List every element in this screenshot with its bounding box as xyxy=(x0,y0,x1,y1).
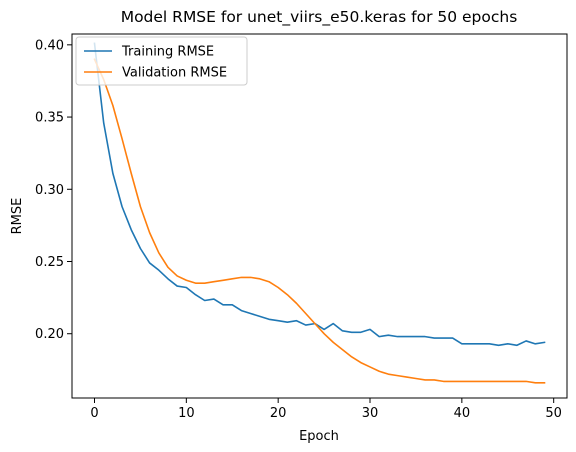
y-tick-label: 0.25 xyxy=(35,255,64,270)
plot-area: 0 10 20 30 40 50 0.20 0.25 0.30 0.35 0.40 xyxy=(35,33,568,421)
y-tick-label: 0.20 xyxy=(35,327,64,342)
x-tick-label: 30 xyxy=(362,406,379,421)
y-tick-label: 0.40 xyxy=(35,38,64,53)
legend-label-training: Training RMSE xyxy=(121,45,214,60)
y-axis-label: RMSE xyxy=(10,198,25,235)
y-axis-label-group: RMSE xyxy=(10,198,25,235)
legend-box xyxy=(75,36,248,86)
x-tick-label: 50 xyxy=(545,406,562,421)
y-tick-label: 0.30 xyxy=(35,183,64,198)
y-tick-label: 0.35 xyxy=(35,111,64,126)
legend: Training RMSE Validation RMSE xyxy=(75,36,248,86)
legend-label-validation: Validation RMSE xyxy=(122,66,227,81)
x-axis-label: Epoch xyxy=(299,429,339,444)
series-line-validation xyxy=(93,58,546,384)
x-tick-label: 10 xyxy=(178,406,195,421)
x-tick-label: 0 xyxy=(90,406,98,421)
series-line-training xyxy=(93,42,546,347)
plot-frame xyxy=(71,33,568,399)
x-tick-label: 20 xyxy=(270,406,287,421)
chart-title: Model RMSE for unet_viirs_e50.keras for … xyxy=(121,8,518,27)
x-tick-label: 40 xyxy=(454,406,471,421)
